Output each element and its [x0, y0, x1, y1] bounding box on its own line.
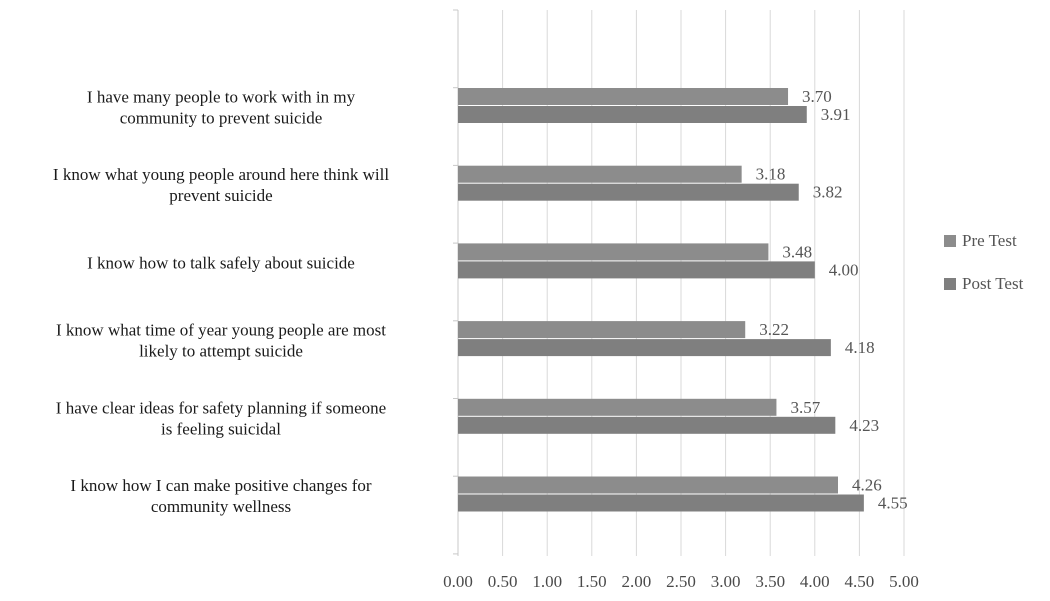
category-label: community wellness [151, 497, 291, 516]
data-label-pre-test: 3.48 [782, 242, 812, 261]
category-label: I know what time of year young people ar… [56, 321, 386, 340]
data-label-post-test: 4.18 [845, 338, 875, 357]
legend-swatch [944, 278, 956, 290]
bar-post-test [458, 339, 831, 357]
category-label: I know how to talk safely about suicide [87, 253, 355, 272]
bar-post-test [458, 261, 815, 279]
x-tick-label: 3.00 [711, 572, 741, 591]
data-label-post-test: 3.91 [821, 105, 851, 124]
legend-label: Post Test [962, 274, 1024, 293]
x-tick-label: 2.00 [622, 572, 652, 591]
bar-post-test [458, 416, 836, 434]
data-label-pre-test: 4.26 [852, 476, 882, 495]
legend-label: Pre Test [962, 231, 1017, 250]
bar-pre-test [458, 321, 746, 339]
bar-post-test [458, 494, 864, 512]
x-tick-label: 5.00 [889, 572, 919, 591]
category-label: prevent suicide [169, 186, 272, 205]
bar-pre-test [458, 476, 838, 494]
data-label-pre-test: 3.70 [802, 87, 832, 106]
x-tick-label: 1.00 [532, 572, 562, 591]
bar-post-test [458, 183, 799, 201]
x-tick-label: 2.50 [666, 572, 696, 591]
bar-pre-test [458, 398, 777, 416]
x-tick-label: 4.00 [800, 572, 830, 591]
data-label-pre-test: 3.18 [756, 165, 786, 184]
bar-pre-test [458, 88, 789, 105]
category-label: I know how I can make positive changes f… [70, 476, 372, 495]
bar-post-test [458, 106, 807, 123]
data-label-post-test: 4.23 [849, 416, 879, 435]
bar-pre-test [458, 165, 742, 183]
category-label: I have clear ideas for safety planning i… [56, 398, 386, 417]
x-tick-label: 0.00 [443, 572, 473, 591]
bar-pre-test [458, 243, 769, 261]
category-label: I have many people to work with in my [87, 88, 356, 107]
data-label-post-test: 3.82 [813, 183, 843, 202]
data-label-pre-test: 3.22 [759, 320, 789, 339]
category-label: is feeling suicidal [161, 419, 281, 438]
data-label-pre-test: 3.57 [790, 398, 820, 417]
category-label: community to prevent suicide [120, 109, 323, 128]
x-tick-label: 4.50 [845, 572, 875, 591]
x-tick-label: 0.50 [488, 572, 518, 591]
data-label-post-test: 4.55 [878, 494, 908, 513]
legend-swatch [944, 235, 956, 247]
category-label: likely to attempt suicide [139, 342, 303, 361]
data-label-post-test: 4.00 [829, 260, 859, 279]
x-tick-label: 3.50 [755, 572, 785, 591]
x-tick-label: 1.50 [577, 572, 607, 591]
category-label: I know what young people around here thi… [53, 165, 389, 184]
